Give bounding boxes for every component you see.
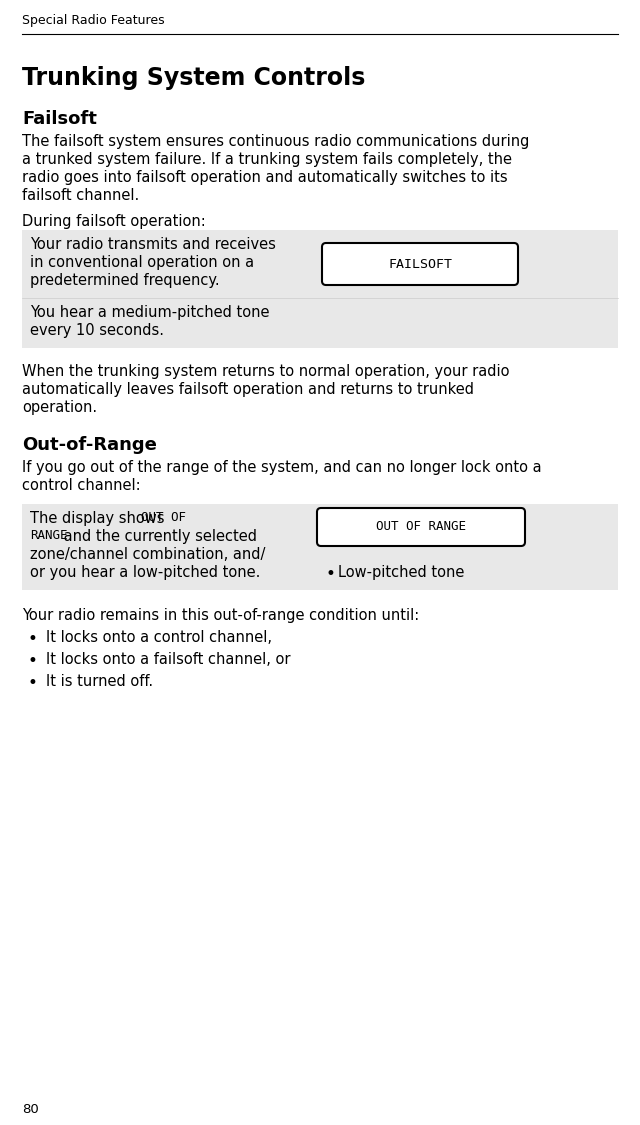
Text: •: • xyxy=(325,565,335,583)
Text: If you go out of the range of the system, and can no longer lock onto a: If you go out of the range of the system… xyxy=(22,460,541,475)
Text: failsoft channel.: failsoft channel. xyxy=(22,188,140,202)
Text: Your radio remains in this out-of-range condition until:: Your radio remains in this out-of-range … xyxy=(22,608,419,623)
Text: Failsoft: Failsoft xyxy=(22,110,97,128)
Text: OUT OF: OUT OF xyxy=(141,511,186,524)
Text: control channel:: control channel: xyxy=(22,478,141,493)
Text: During failsoft operation:: During failsoft operation: xyxy=(22,214,205,229)
Text: every 10 seconds.: every 10 seconds. xyxy=(30,323,164,338)
Text: in conventional operation on a: in conventional operation on a xyxy=(30,255,254,270)
Text: It is turned off.: It is turned off. xyxy=(46,674,153,688)
FancyBboxPatch shape xyxy=(322,243,518,285)
Text: The failsoft system ensures continuous radio communications during: The failsoft system ensures continuous r… xyxy=(22,134,529,148)
Text: Low-pitched tone: Low-pitched tone xyxy=(338,565,465,580)
Text: OUT OF RANGE: OUT OF RANGE xyxy=(376,521,466,533)
Text: and the currently selected: and the currently selected xyxy=(59,529,257,544)
Text: or you hear a low-pitched tone.: or you hear a low-pitched tone. xyxy=(30,565,260,580)
Text: predetermined frequency.: predetermined frequency. xyxy=(30,273,220,288)
Text: The display shows: The display shows xyxy=(30,511,169,526)
Text: You hear a medium-pitched tone: You hear a medium-pitched tone xyxy=(30,305,269,319)
Text: •: • xyxy=(28,630,38,648)
Text: operation.: operation. xyxy=(22,400,97,415)
FancyBboxPatch shape xyxy=(317,508,525,546)
Text: Trunking System Controls: Trunking System Controls xyxy=(22,66,365,90)
Text: 80: 80 xyxy=(22,1102,39,1116)
Text: Special Radio Features: Special Radio Features xyxy=(22,14,164,27)
Text: automatically leaves failsoft operation and returns to trunked: automatically leaves failsoft operation … xyxy=(22,382,474,397)
Text: It locks onto a failsoft channel, or: It locks onto a failsoft channel, or xyxy=(46,652,291,667)
Text: FAILSOFT: FAILSOFT xyxy=(388,259,452,271)
Bar xyxy=(22,504,618,590)
Text: It locks onto a control channel,: It locks onto a control channel, xyxy=(46,630,272,645)
Text: •: • xyxy=(28,652,38,670)
Text: radio goes into failsoft operation and automatically switches to its: radio goes into failsoft operation and a… xyxy=(22,170,508,184)
Text: •: • xyxy=(28,674,38,692)
Text: When the trunking system returns to normal operation, your radio: When the trunking system returns to norm… xyxy=(22,364,509,379)
Text: Your radio transmits and receives: Your radio transmits and receives xyxy=(30,237,276,252)
Text: zone/channel combination, and/: zone/channel combination, and/ xyxy=(30,547,266,562)
Bar xyxy=(22,229,618,348)
Text: Out-of-Range: Out-of-Range xyxy=(22,436,157,454)
Text: a trunked system failure. If a trunking system fails completely, the: a trunked system failure. If a trunking … xyxy=(22,152,512,166)
Text: RANGE: RANGE xyxy=(30,529,67,542)
